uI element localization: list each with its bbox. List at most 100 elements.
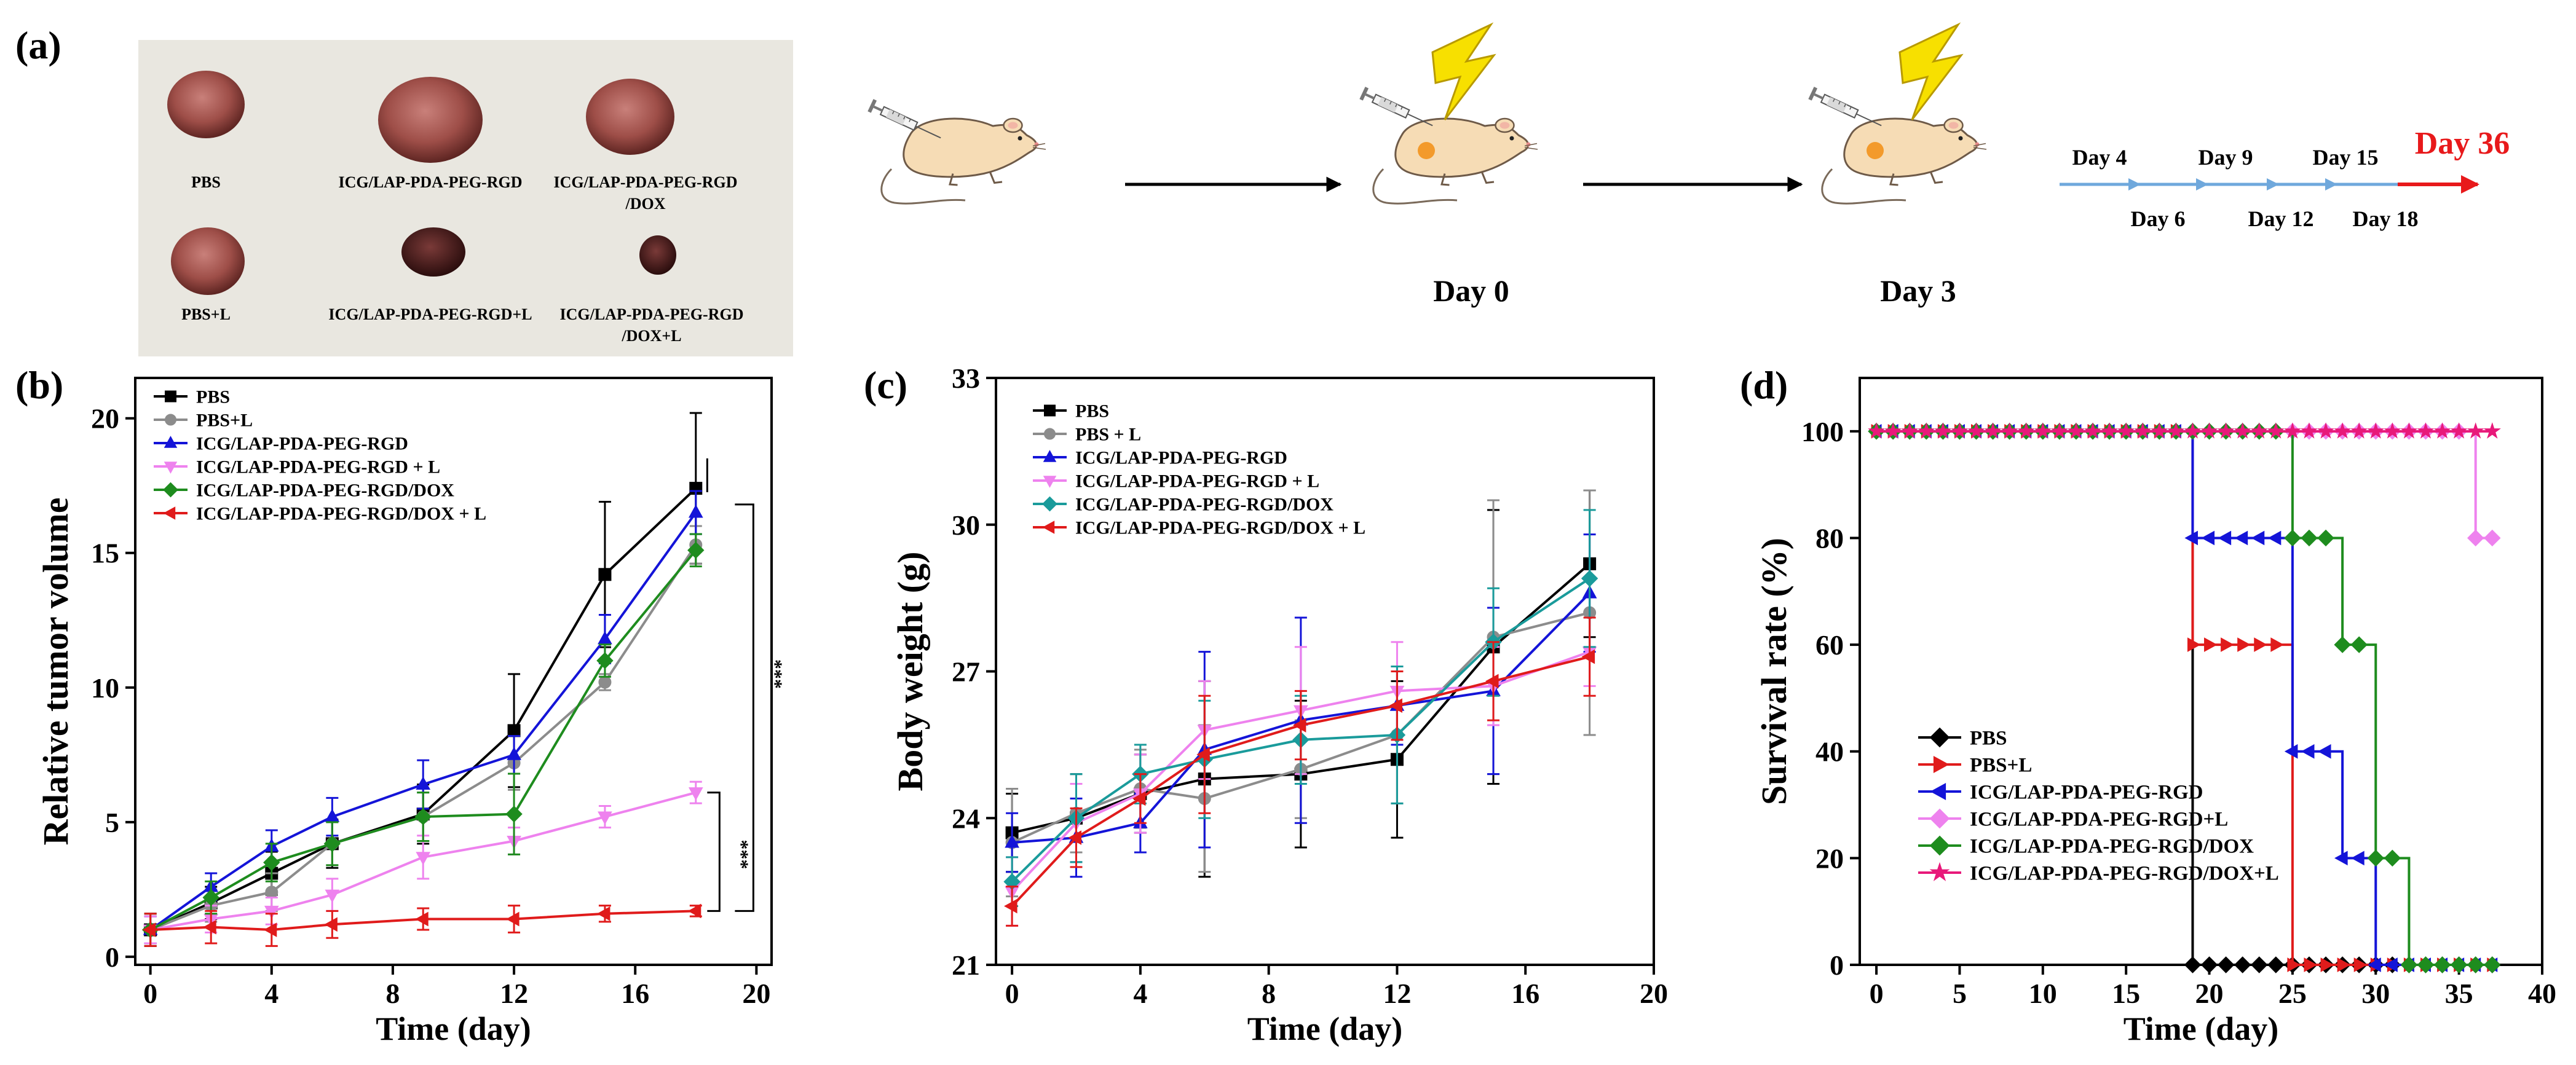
marker-d-pbs-l-28 [2337, 957, 2351, 972]
marker-c-icg-lap-pda-peg-rgd-dox-l-6 [1485, 674, 1499, 689]
legend-label-c-0: PBS [1075, 401, 1109, 422]
x-tick-label-b-12: 12 [500, 978, 528, 1009]
marker-d-icg-lap-pda-peg-rgd-dox-l-0 [1868, 422, 1885, 439]
series-b-icg-lap-pda-peg-rgd-dox-l [142, 903, 702, 947]
marker-d-icg-lap-pda-peg-rgd-dox-l-5 [1951, 422, 1969, 439]
legend-marker-c-1 [1044, 428, 1056, 440]
marker-b-icg-lap-pda-peg-rgd-4 [416, 776, 431, 790]
series-line-c-icg-lap-pda-peg-rgd-dox [1011, 577, 1590, 883]
x-tick-label-c-12: 12 [1383, 978, 1411, 1009]
legend-label-d-1: PBS+L [1970, 755, 2032, 777]
marker-d-icg-lap-pda-peg-rgd-dox-35 [2450, 956, 2468, 973]
legend-marker-b-3 [164, 462, 178, 474]
legend-marker-b-4 [163, 482, 178, 498]
marker-d-icg-lap-pda-peg-rgd-dox-l-25 [2284, 422, 2301, 439]
legend-marker-d-5 [1929, 862, 1950, 881]
marker-b-pbs-6 [598, 568, 612, 581]
tumor-icg-rgd-dox-l [639, 235, 676, 275]
timeline-day6: Day 6 [2131, 206, 2186, 231]
legend-marker-c-5 [1042, 521, 1055, 534]
marker-d-icg-lap-pda-peg-rgd-dox-l-34 [2433, 422, 2451, 439]
series-line-c-icg-lap-pda-peg-rgd-dox-l [1011, 655, 1590, 907]
legend-marker-c-2 [1043, 450, 1057, 462]
x-tick-label-d-40: 40 [2528, 978, 2556, 1009]
schedule-diagram: Day 0 Day 3 Day 4 Day 9 Day 15 Day 6 Day… [867, 23, 2510, 308]
tumor-marker-icon-day3 [1867, 142, 1884, 159]
legend-label-b-4: ICG/LAP-PDA-PEG-RGD/DOX [196, 481, 454, 501]
legend-label-d-2: ICG/LAP-PDA-PEG-RGD [1970, 782, 2203, 804]
marker-d-icg-lap-pda-peg-rgd-dox-34 [2433, 956, 2451, 973]
marker-b-icg-lap-pda-peg-rgd-dox-l-3 [324, 917, 338, 932]
y-tick-label-c-33: 33 [952, 363, 980, 394]
marker-c-icg-lap-pda-peg-rgd-0 [1005, 835, 1019, 848]
legend-label-d-4: ICG/LAP-PDA-PEG-RGD/DOX [1970, 836, 2254, 858]
y-tick-label-d-60: 60 [1815, 629, 1844, 661]
y-tick-label-b-0: 0 [105, 941, 119, 973]
marker-d-icg-lap-pda-peg-rgd-dox-l-17 [2151, 422, 2168, 439]
legend-label-c-5: ICG/LAP-PDA-PEG-RGD/DOX + L [1075, 518, 1365, 538]
marker-b-pbs-l-2 [265, 886, 279, 899]
marker-d-icg-lap-pda-peg-rgd-dox-l-15 [2117, 422, 2135, 439]
series-line-b-icg-lap-pda-peg-rgd [149, 511, 697, 931]
y-axis-label-c: Body weight (g) [890, 552, 930, 792]
y-axis-label-b: Relative tumor volume [36, 498, 76, 846]
x-axis-label-c: Time (day) [1247, 1010, 1403, 1047]
marker-d-pbs-23 [2251, 956, 2268, 973]
marker-d-icg-lap-pda-peg-rgd-29 [2351, 851, 2365, 866]
photo-label-icg-rgd-dox-2: /DOX [625, 195, 666, 213]
series-d-pbs-l [1871, 423, 2500, 972]
marker-d-pbs-l-22 [2237, 637, 2251, 652]
tumor-icg-rgd-dox [586, 79, 674, 155]
series-line-c-pbs-l [1011, 611, 1590, 844]
x-tick-label-b-16: 16 [621, 978, 649, 1009]
marker-d-icg-lap-pda-peg-rgd-l-37 [2484, 529, 2501, 547]
marker-c-icg-lap-pda-peg-rgd-dox-l-2 [1132, 791, 1146, 806]
marker-b-icg-lap-pda-peg-rgd-dox-l-7 [687, 903, 701, 919]
significance-label-2: *** [730, 839, 753, 869]
legend-marker-d-1 [1933, 755, 1950, 774]
marker-d-icg-lap-pda-peg-rgd-dox-l-35 [2450, 422, 2468, 439]
marker-d-icg-lap-pda-peg-rgd-dox-l-24 [2267, 422, 2285, 439]
photo-label-pbs: PBS [191, 173, 221, 191]
legend-label-b-1: PBS+L [196, 411, 253, 431]
marker-d-pbs-l-20 [2204, 637, 2218, 652]
marker-d-icg-lap-pda-peg-rgd-dox-l-33 [2417, 422, 2435, 439]
x-tick-label-d-30: 30 [2361, 978, 2390, 1009]
series-line-c-icg-lap-pda-peg-rgd-l [1011, 650, 1590, 892]
legend-marker-d-4 [1929, 835, 1950, 856]
marker-d-icg-lap-pda-peg-rgd-dox-l-9 [2017, 422, 2035, 439]
marker-d-icg-lap-pda-peg-rgd-dox-l-4 [1934, 422, 1952, 439]
significance-label-1: *** [764, 659, 786, 689]
marker-d-icg-lap-pda-peg-rgd-dox-l-1 [1884, 422, 1902, 439]
marker-d-icg-lap-pda-peg-rgd-dox-l-11 [2050, 422, 2068, 439]
marker-b-icg-lap-pda-peg-rgd-dox-5 [505, 805, 523, 823]
legend-label-b-5: ICG/LAP-PDA-PEG-RGD/DOX + L [196, 504, 486, 524]
laser-bolt-icon-day0 [1431, 23, 1495, 121]
marker-b-icg-lap-pda-peg-rgd-5 [507, 747, 521, 760]
timeline-day9: Day 9 [2199, 145, 2253, 170]
marker-d-icg-lap-pda-peg-rgd-dox-l-21 [2217, 422, 2235, 439]
marker-d-pbs-l-27 [2320, 957, 2334, 972]
marker-d-pbs-l-19 [2187, 637, 2201, 652]
marker-d-icg-lap-pda-peg-rgd-dox-25 [2284, 529, 2301, 547]
marker-b-icg-lap-pda-peg-rgd-dox-6 [596, 652, 614, 669]
marker-d-icg-lap-pda-peg-rgd-dox-l-8 [2001, 422, 2018, 439]
series-line-c-icg-lap-pda-peg-rgd [1011, 592, 1591, 844]
marker-d-icg-lap-pda-peg-rgd-dox-l-20 [2200, 422, 2218, 439]
photo-label-icg-rgd-l: ICG/LAP-PDA-PEG-RGD+L [328, 305, 532, 323]
legend-label-b-2: ICG/LAP-PDA-PEG-RGD [196, 434, 408, 454]
marker-d-icg-lap-pda-peg-rgd-dox-l-2 [1901, 422, 1919, 439]
x-tick-label-c-8: 8 [1262, 978, 1276, 1009]
panel-label-b: (b) [15, 363, 63, 407]
x-tick-label-b-20: 20 [742, 978, 770, 1009]
x-tick-label-c-20: 20 [1640, 978, 1668, 1009]
series-line-b-pbs [149, 487, 697, 931]
legend-marker-d-3 [1929, 808, 1950, 829]
marker-d-pbs-24 [2267, 956, 2285, 973]
photo-label-pbs-l: PBS+L [181, 305, 231, 323]
mouse-day3-illustration [1808, 86, 1988, 205]
x-tick-label-c-16: 16 [1511, 978, 1539, 1009]
legend-marker-b-1 [165, 414, 176, 426]
legend-marker-d-2 [1930, 782, 1946, 801]
y-tick-label-b-20: 20 [91, 403, 119, 434]
